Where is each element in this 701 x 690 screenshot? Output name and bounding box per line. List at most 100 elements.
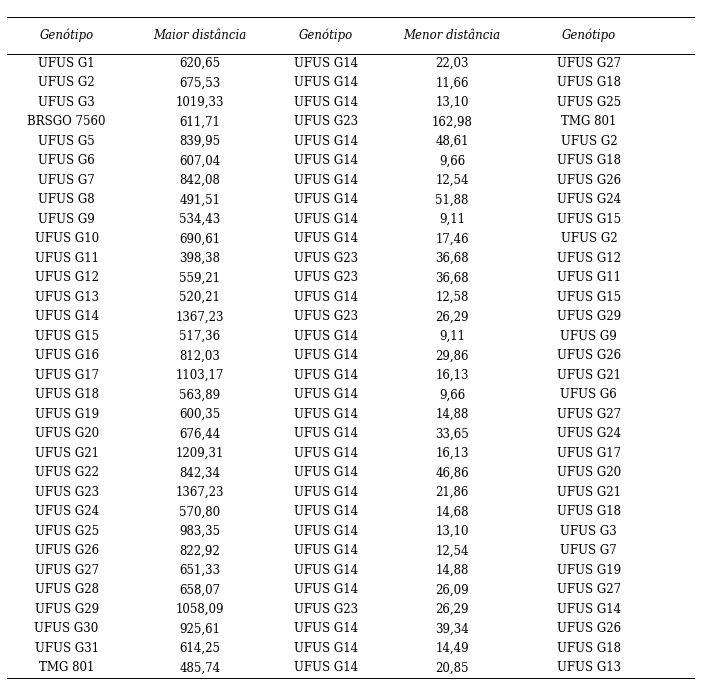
Text: 675,53: 675,53 <box>179 77 220 89</box>
Text: 839,95: 839,95 <box>179 135 220 148</box>
Text: UFUS G5: UFUS G5 <box>39 135 95 148</box>
Text: UFUS G14: UFUS G14 <box>294 96 358 109</box>
Text: Menor distância: Menor distância <box>404 29 501 42</box>
Text: UFUS G21: UFUS G21 <box>34 447 99 460</box>
Text: 14,49: 14,49 <box>435 642 469 655</box>
Text: UFUS G30: UFUS G30 <box>34 622 99 635</box>
Text: UFUS G23: UFUS G23 <box>294 310 358 324</box>
Text: 614,25: 614,25 <box>179 642 220 655</box>
Text: UFUS G14: UFUS G14 <box>34 310 99 324</box>
Text: Genótipo: Genótipo <box>562 29 616 42</box>
Text: UFUS G24: UFUS G24 <box>557 193 621 206</box>
Text: UFUS G9: UFUS G9 <box>561 330 617 343</box>
Text: 29,86: 29,86 <box>435 349 469 362</box>
Text: UFUS G14: UFUS G14 <box>294 622 358 635</box>
Text: 1058,09: 1058,09 <box>175 603 224 616</box>
Text: UFUS G18: UFUS G18 <box>557 642 621 655</box>
Text: 651,33: 651,33 <box>179 564 220 577</box>
Text: UFUS G14: UFUS G14 <box>294 447 358 460</box>
Text: UFUS G8: UFUS G8 <box>39 193 95 206</box>
Text: 21,86: 21,86 <box>435 486 469 499</box>
Text: 1209,31: 1209,31 <box>175 447 224 460</box>
Text: 517,36: 517,36 <box>179 330 220 343</box>
Text: UFUS G1: UFUS G1 <box>39 57 95 70</box>
Text: UFUS G10: UFUS G10 <box>34 233 99 246</box>
Text: 607,04: 607,04 <box>179 155 220 167</box>
Text: 600,35: 600,35 <box>179 408 220 421</box>
Text: UFUS G15: UFUS G15 <box>557 290 621 304</box>
Text: UFUS G14: UFUS G14 <box>294 135 358 148</box>
Text: UFUS G29: UFUS G29 <box>34 603 99 616</box>
Text: 22,03: 22,03 <box>435 57 469 70</box>
Text: 9,66: 9,66 <box>439 155 465 167</box>
Text: 20,85: 20,85 <box>435 661 469 674</box>
Text: UFUS G14: UFUS G14 <box>294 505 358 518</box>
Text: UFUS G19: UFUS G19 <box>557 564 621 577</box>
Text: UFUS G24: UFUS G24 <box>34 505 99 518</box>
Text: UFUS G21: UFUS G21 <box>557 486 621 499</box>
Text: 9,11: 9,11 <box>439 330 465 343</box>
Text: 9,66: 9,66 <box>439 388 465 402</box>
Text: 520,21: 520,21 <box>179 290 220 304</box>
Text: 620,65: 620,65 <box>179 57 220 70</box>
Text: UFUS G3: UFUS G3 <box>39 96 95 109</box>
Text: UFUS G23: UFUS G23 <box>294 252 358 265</box>
Text: UFUS G28: UFUS G28 <box>34 583 99 596</box>
Text: UFUS G14: UFUS G14 <box>294 174 358 187</box>
Text: 658,07: 658,07 <box>179 583 220 596</box>
Text: UFUS G18: UFUS G18 <box>557 505 621 518</box>
Text: UFUS G17: UFUS G17 <box>557 447 621 460</box>
Text: UFUS G3: UFUS G3 <box>561 525 617 538</box>
Text: 16,13: 16,13 <box>435 447 469 460</box>
Text: 33,65: 33,65 <box>435 427 469 440</box>
Text: 563,89: 563,89 <box>179 388 220 402</box>
Text: UFUS G14: UFUS G14 <box>294 642 358 655</box>
Text: UFUS G29: UFUS G29 <box>557 310 621 324</box>
Text: UFUS G13: UFUS G13 <box>34 290 99 304</box>
Text: UFUS G15: UFUS G15 <box>34 330 99 343</box>
Text: UFUS G14: UFUS G14 <box>294 466 358 480</box>
Text: 812,03: 812,03 <box>179 349 220 362</box>
Text: UFUS G14: UFUS G14 <box>294 233 358 246</box>
Text: UFUS G20: UFUS G20 <box>34 427 99 440</box>
Text: UFUS G26: UFUS G26 <box>557 349 621 362</box>
Text: UFUS G19: UFUS G19 <box>34 408 99 421</box>
Text: UFUS G26: UFUS G26 <box>557 174 621 187</box>
Text: UFUS G25: UFUS G25 <box>34 525 99 538</box>
Text: UFUS G14: UFUS G14 <box>294 388 358 402</box>
Text: 11,66: 11,66 <box>435 77 469 89</box>
Text: UFUS G31: UFUS G31 <box>34 642 99 655</box>
Text: 13,10: 13,10 <box>435 96 469 109</box>
Text: 1103,17: 1103,17 <box>175 369 224 382</box>
Text: UFUS G14: UFUS G14 <box>294 544 358 558</box>
Text: UFUS G14: UFUS G14 <box>294 564 358 577</box>
Text: UFUS G22: UFUS G22 <box>34 466 99 480</box>
Text: UFUS G18: UFUS G18 <box>557 77 621 89</box>
Text: UFUS G2: UFUS G2 <box>561 233 617 246</box>
Text: UFUS G13: UFUS G13 <box>557 661 621 674</box>
Text: 26,29: 26,29 <box>435 310 469 324</box>
Text: 48,61: 48,61 <box>435 135 469 148</box>
Text: 611,71: 611,71 <box>179 115 220 128</box>
Text: UFUS G14: UFUS G14 <box>294 427 358 440</box>
Text: Genótipo: Genótipo <box>39 29 94 42</box>
Text: 983,35: 983,35 <box>179 525 220 538</box>
Text: 14,88: 14,88 <box>435 564 469 577</box>
Text: UFUS G11: UFUS G11 <box>557 271 621 284</box>
Text: 26,29: 26,29 <box>435 603 469 616</box>
Text: 16,13: 16,13 <box>435 369 469 382</box>
Text: UFUS G14: UFUS G14 <box>294 583 358 596</box>
Text: 534,43: 534,43 <box>179 213 220 226</box>
Text: UFUS G27: UFUS G27 <box>557 408 621 421</box>
Text: 842,08: 842,08 <box>179 174 220 187</box>
Text: UFUS G23: UFUS G23 <box>294 271 358 284</box>
Text: 14,68: 14,68 <box>435 505 469 518</box>
Text: UFUS G25: UFUS G25 <box>557 96 621 109</box>
Text: UFUS G2: UFUS G2 <box>39 77 95 89</box>
Text: UFUS G15: UFUS G15 <box>557 213 621 226</box>
Text: UFUS G14: UFUS G14 <box>294 290 358 304</box>
Text: UFUS G14: UFUS G14 <box>294 193 358 206</box>
Text: UFUS G7: UFUS G7 <box>561 544 617 558</box>
Text: UFUS G18: UFUS G18 <box>34 388 99 402</box>
Text: UFUS G17: UFUS G17 <box>34 369 99 382</box>
